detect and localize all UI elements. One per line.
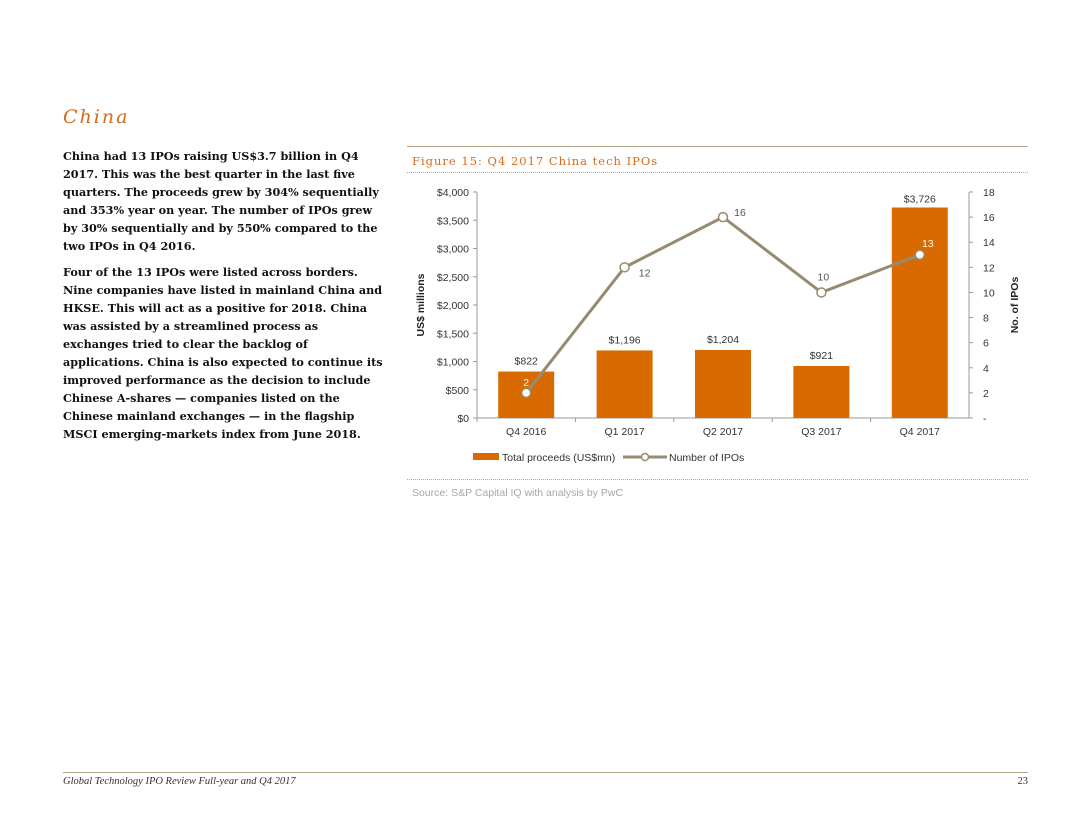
figure-source: Source: S&P Capital IQ with analysis by … [412,487,624,499]
legend-label-proceeds: Total proceeds (US$mn) [502,452,615,464]
legend-swatch-ipos-marker [640,452,650,462]
section-title: China [63,106,130,128]
bar-value-label: $1,196 [609,334,641,346]
body-paragraph-2: Four of the 13 IPOs were listed across b… [63,265,383,441]
bar [793,365,850,418]
line-point [717,211,729,223]
y-tick-label: $4,000 [437,187,469,199]
y-tick-label: $500 [446,385,470,397]
y-axis-title: US$ millions [415,273,427,336]
legend-label-ipos: Number of IPOs [669,452,744,464]
figure-title: Figure 15: Q4 2017 China tech IPOs [412,154,659,168]
body-paragraph-1: China had 13 IPOs raising US$3.7 billion… [63,149,379,253]
bar-value-label: $921 [810,350,834,362]
line-point [914,249,926,261]
legend-swatch-proceeds [473,453,499,460]
line-value-label: 2 [523,377,529,389]
bar [596,350,653,418]
bar-value-label: $822 [515,356,539,368]
y2-tick-label: 10 [983,287,995,299]
footer-rule [63,772,1028,773]
bar-value-label: $1,204 [707,334,739,346]
y2-tick-label: 18 [983,187,995,199]
ipo-chart: $0 $500 $1,000 $1,500 $2,000 $2,500 $3,000 $3,5… [415,187,1021,464]
y2-tick-label: 6 [983,338,989,350]
body-text: China had 13 IPOs raising US$3.7 billion… [63,147,385,451]
bar-value-label: $3,726 [904,193,936,205]
y2-tick-label: 8 [983,313,989,325]
figure-title-divider [407,172,1028,173]
y-tick-label: $2,500 [437,272,469,284]
line-value-label: 16 [734,207,746,219]
y2-axis-title: No. of IPOs [1009,277,1021,334]
x-tick-label: Q4 2016 [506,426,546,438]
y-tick-label: $1,000 [437,357,469,369]
x-tick-label: Q1 2017 [604,426,644,438]
y2-tick-label: 12 [983,262,995,274]
figure-top-rule [407,146,1028,147]
page-number: 23 [1017,776,1029,787]
y2-tick-label: - [983,413,987,425]
y2-tick-label: 16 [983,212,995,224]
figure-bottom-divider [407,479,1028,480]
x-tick-label: Q3 2017 [801,426,841,438]
y-tick-label: $1,500 [437,328,469,340]
y2-tick-label: 2 [983,388,989,400]
footer-publication-title: Global Technology IPO Review Full-year a… [63,776,296,787]
y2-tick-label: 14 [983,237,995,249]
y-tick-label: $0 [457,413,469,425]
line-point [816,287,827,298]
bar [695,349,751,418]
line-value-label: 13 [922,238,934,250]
line-point [520,387,532,399]
y-tick-label: $2,000 [437,300,469,312]
line-value-label: 10 [818,271,830,283]
x-tick-label: Q2 2017 [703,426,743,438]
line-value-label: 12 [639,267,651,279]
y-tick-label: $3,000 [437,244,469,256]
line-point [619,262,630,273]
y-tick-label: $3,500 [437,215,469,227]
bar [891,207,948,418]
x-tick-label: Q4 2017 [900,426,940,438]
y2-tick-label: 4 [983,363,989,375]
